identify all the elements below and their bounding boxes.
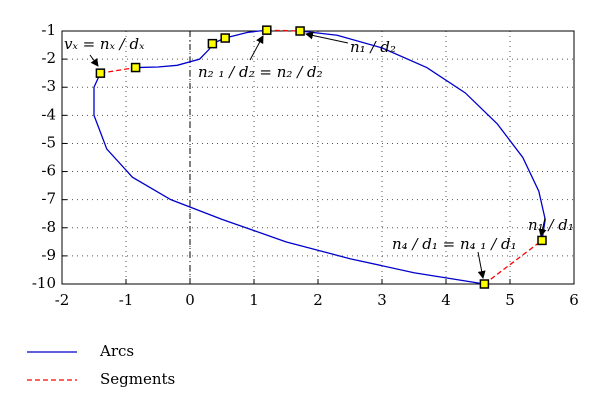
x-tick-label: 3 — [377, 291, 387, 309]
x-tick-label: 5 — [505, 291, 515, 309]
x-tick-label: -2 — [55, 291, 70, 309]
annotation: n₁ / d₁ — [528, 216, 574, 234]
annotation-arrow — [89, 54, 99, 67]
y-tick-label: -4 — [41, 105, 56, 123]
plot-frame — [61, 30, 575, 285]
y-tick-label: -5 — [41, 133, 56, 151]
marker — [130, 62, 141, 73]
series-line — [93, 29, 546, 285]
x-tick-label: 2 — [313, 291, 323, 309]
legend-label: Arcs — [99, 342, 134, 360]
x-tick-label: -1 — [119, 291, 134, 309]
marker — [220, 33, 230, 43]
x-tick-label: 1 — [249, 291, 259, 309]
marker — [537, 235, 547, 246]
y-tick-label: -3 — [41, 77, 56, 95]
annotation: vₓ = nₓ / dₓ — [64, 35, 145, 53]
legend-label: Segments — [100, 370, 175, 388]
annotation-arrow — [477, 251, 486, 279]
y-tick-label: -2 — [41, 49, 56, 67]
annotation: n₂ ₁ / d₂ = n₂ / d₂ — [198, 63, 323, 81]
annotation-arrow — [305, 31, 349, 44]
annotation: n₄ / d₁ = n₄ ₁ / d₁ — [392, 235, 517, 253]
annotation-arrow — [538, 217, 547, 237]
y-tick-label: -9 — [41, 246, 56, 264]
x-tick-label: 6 — [569, 291, 579, 309]
marker — [295, 26, 305, 36]
x-tick-label: 0 — [185, 291, 195, 309]
annotation: n₁ / d₂ — [350, 38, 396, 56]
marker — [207, 38, 218, 49]
series-line — [100, 29, 543, 285]
x-tick-label: 4 — [441, 291, 451, 309]
y-tick-label: -7 — [41, 190, 56, 208]
annotation-arrow — [249, 35, 264, 61]
y-tick-label: -10 — [32, 274, 56, 292]
y-tick-label: -1 — [41, 21, 56, 39]
y-tick-label: -6 — [41, 162, 56, 180]
y-tick-label: -8 — [41, 218, 56, 236]
marker — [262, 25, 272, 35]
marker — [95, 68, 106, 78]
marker — [479, 279, 490, 289]
